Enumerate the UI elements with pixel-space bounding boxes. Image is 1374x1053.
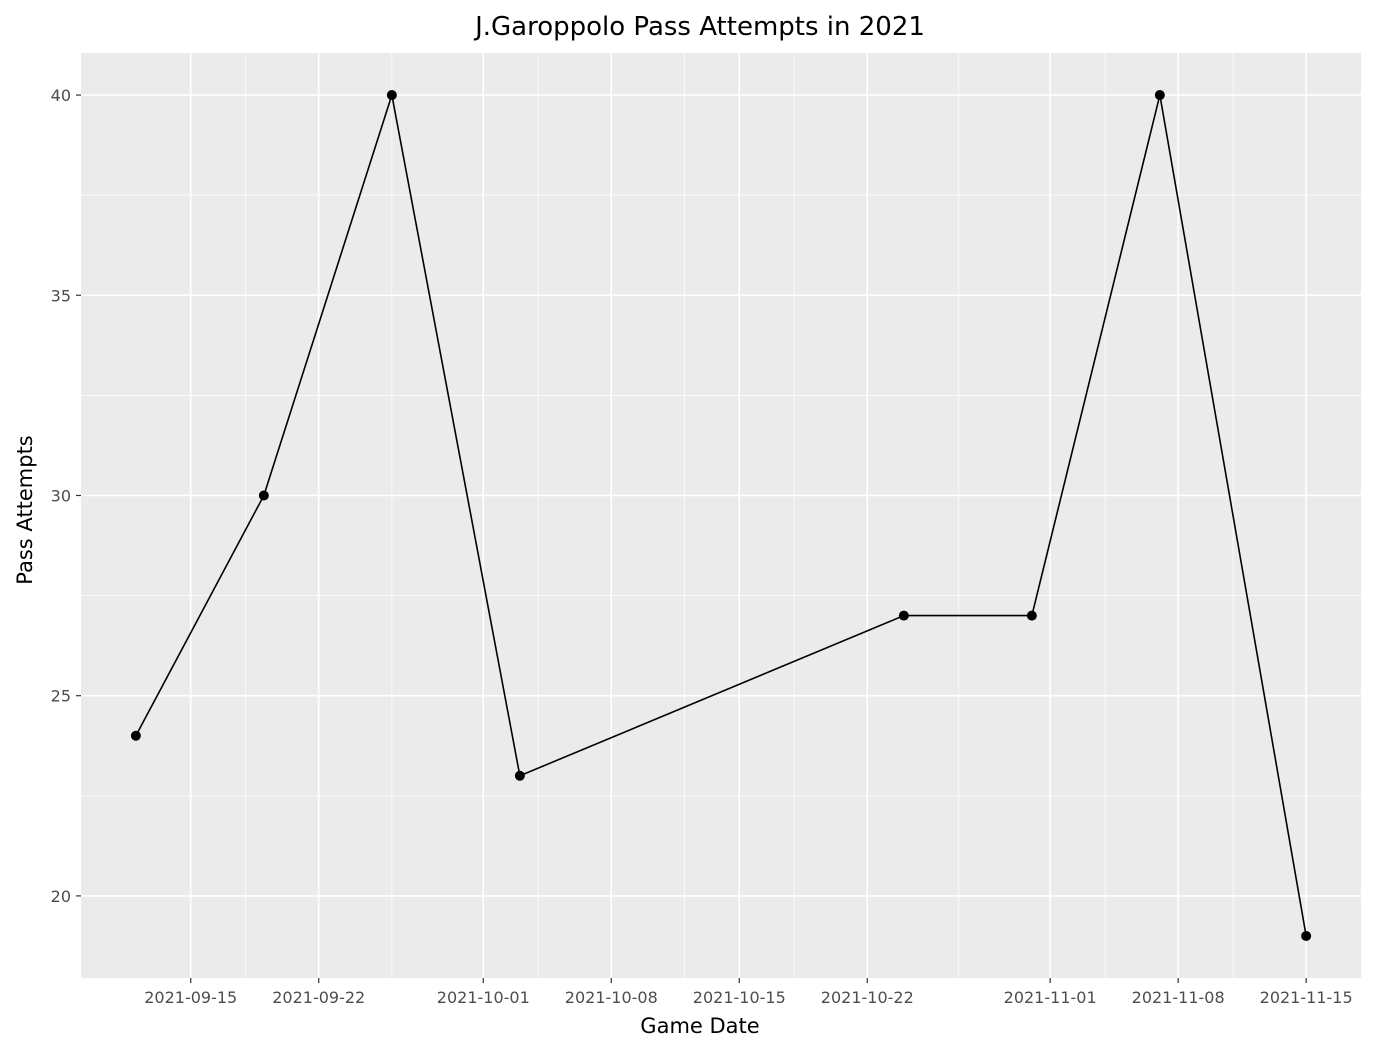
x-tick-label: 2021-10-22 xyxy=(821,988,914,1007)
chart-title: J.Garoppolo Pass Attempts in 2021 xyxy=(473,12,925,42)
data-point xyxy=(1026,610,1037,621)
x-axis-title: Game Date xyxy=(640,1014,759,1038)
x-tick-label: 2021-10-08 xyxy=(565,988,658,1007)
y-tick-label: 20 xyxy=(51,887,71,906)
y-axis-title: Pass Attempts xyxy=(13,435,37,585)
y-axis: 20 25 30 35 40 xyxy=(51,86,81,906)
data-point xyxy=(130,730,141,741)
x-tick-label: 2021-11-15 xyxy=(1260,988,1353,1007)
x-tick-label: 2021-09-15 xyxy=(144,988,237,1007)
x-tick-label: 2021-09-22 xyxy=(272,988,365,1007)
data-point xyxy=(1301,930,1312,941)
data-point xyxy=(1154,90,1165,101)
major-gridlines xyxy=(81,53,1361,978)
x-tick-label: 2021-10-01 xyxy=(437,988,530,1007)
y-tick-label: 40 xyxy=(51,86,71,105)
series-line-group xyxy=(135,94,1307,937)
x-tick-label: 2021-10-15 xyxy=(693,988,786,1007)
series-points-group xyxy=(130,90,1312,941)
minor-gridlines xyxy=(81,53,1361,978)
x-axis: 2021-09-15 2021-09-22 2021-10-01 2021-10-08… xyxy=(144,978,1353,1007)
y-tick-label: 35 xyxy=(51,286,71,305)
x-tick-label: 2021-11-08 xyxy=(1132,988,1225,1007)
y-tick-label: 25 xyxy=(51,687,71,706)
y-tick-label: 30 xyxy=(51,486,71,505)
plot-panel xyxy=(81,53,1361,978)
series-line xyxy=(135,94,1307,937)
data-point xyxy=(898,610,909,621)
x-tick-label: 2021-11-01 xyxy=(1004,988,1097,1007)
data-point xyxy=(386,90,397,101)
data-point xyxy=(514,770,525,781)
data-point xyxy=(258,490,269,501)
